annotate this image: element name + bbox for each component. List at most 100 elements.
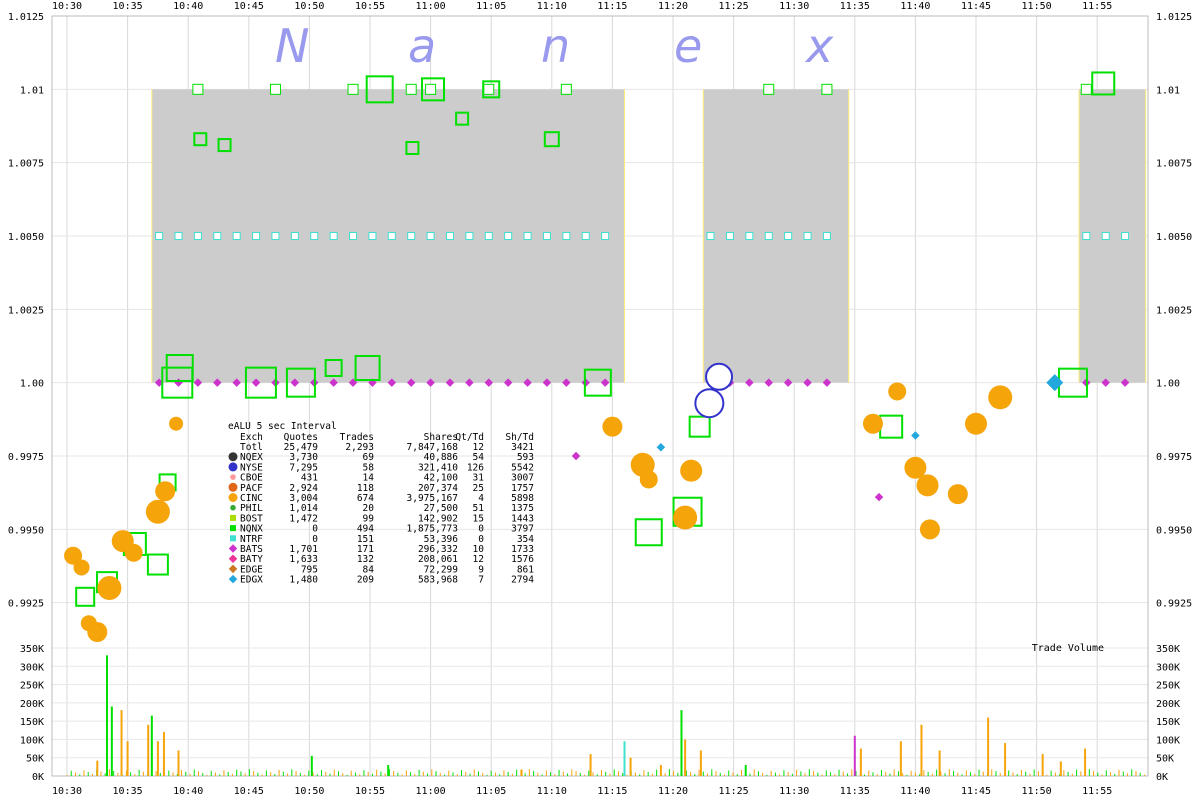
- ask-row-marker: [405, 83, 417, 95]
- quote-box: [324, 359, 343, 377]
- legend-cell: 1443: [511, 513, 534, 524]
- x-tick-label-bottom: 11:15: [597, 786, 627, 797]
- volume-tick-left: 300K: [20, 662, 44, 673]
- mid-row-marker: [1101, 232, 1110, 240]
- x-tick-label-bottom: 11:35: [840, 786, 870, 797]
- legend-column-header: Exch: [240, 432, 263, 443]
- x-tick-label-top: 11:15: [597, 1, 627, 12]
- legend-cell: 1,480: [289, 575, 318, 586]
- legend-cell: 0: [312, 534, 318, 545]
- quote-box: [244, 366, 277, 399]
- x-tick-label-bottom: 10:45: [234, 786, 264, 797]
- bid-row-marker: [745, 378, 754, 387]
- x-tick-label-top: 11:05: [476, 1, 506, 12]
- trade-circle: [904, 456, 927, 479]
- trade-circle: [73, 559, 90, 576]
- mid-row-marker: [706, 232, 715, 240]
- legend-cell: 151: [357, 534, 374, 545]
- legend-cell: 431: [301, 473, 318, 484]
- trade-circle: [87, 622, 108, 642]
- mid-row-marker: [155, 232, 164, 240]
- y-tick-label-left: 1.0050: [8, 232, 44, 243]
- legend-cell: 0: [478, 524, 484, 535]
- ask-row-marker: [821, 83, 833, 95]
- y-tick-label-right: 1.0075: [1156, 159, 1192, 170]
- ask-row-marker: [192, 83, 204, 95]
- ask-row-marker: [483, 83, 495, 95]
- volume-panel-label: Trade Volume: [1032, 643, 1104, 654]
- axes: 10:30 10:30 10:35 10:35 10:40 10:40 10:45 10:45…: [8, 1, 1192, 797]
- volume-tick-right: 300K: [1156, 662, 1180, 673]
- legend-cell: 58: [363, 462, 375, 473]
- legend-swatch: [228, 574, 238, 584]
- bid-row-marker: [232, 378, 241, 387]
- legend-cell: 3421: [511, 442, 534, 453]
- bid-row-marker: [406, 378, 416, 387]
- ask-row-marker: [1080, 83, 1092, 95]
- legend-cell: Totl: [240, 442, 263, 453]
- mid-row-marker: [803, 232, 812, 240]
- bid-row-marker: [445, 378, 455, 387]
- y-tick-label-left: 0.9950: [8, 525, 44, 536]
- mid-row-marker: [562, 232, 571, 240]
- mid-row-marker: [504, 232, 513, 240]
- mid-row-marker: [252, 232, 261, 240]
- legend-cell: PACF: [240, 483, 263, 494]
- legend-cell: 53,396: [424, 534, 459, 545]
- trade-circle: [124, 543, 143, 562]
- x-tick-label-bottom: 10:40: [173, 786, 203, 797]
- mid-row-marker: [542, 232, 551, 240]
- ask-row-marker: [347, 83, 359, 95]
- trade-diamond: [911, 431, 920, 440]
- legend-cell: 72,299: [424, 564, 459, 575]
- y-tick-label-left: 1.01: [20, 85, 44, 96]
- quote-box: [365, 75, 394, 104]
- quote-box: [543, 131, 560, 148]
- bid-row-marker: [1120, 378, 1130, 387]
- volume-tick-right: 0K: [1156, 772, 1168, 783]
- legend-cell: CINC: [240, 493, 263, 504]
- quote-box: [421, 77, 446, 102]
- legend-cell: 171: [357, 544, 374, 555]
- mid-row-marker: [601, 232, 610, 240]
- trade-circle: [673, 505, 698, 530]
- legend-cell: 209: [357, 575, 374, 586]
- mid-row-marker: [387, 232, 396, 240]
- volume-tick-left: 250K: [20, 681, 44, 692]
- bid-row-marker: [465, 378, 474, 387]
- volume-tick-right: 100K: [1156, 735, 1180, 746]
- legend-swatch: [228, 452, 238, 462]
- x-tick-label-bottom: 11:05: [476, 786, 506, 797]
- legend-cell: 207,374: [418, 483, 458, 494]
- legend-cell: 3797: [511, 524, 534, 535]
- y-tick-label-left: 1.0125: [8, 12, 44, 23]
- bid-row-marker: [783, 378, 793, 387]
- legend-swatch: [230, 514, 236, 521]
- bid-row-marker: [484, 378, 494, 387]
- bid-row-marker: [503, 378, 513, 387]
- trade-circle: [64, 546, 83, 565]
- legend-cell: 126: [467, 462, 484, 473]
- legend-cell: 7,295: [289, 462, 318, 473]
- mid-row-marker: [349, 232, 358, 240]
- volume-tick-right: 250K: [1156, 681, 1180, 692]
- legend-swatch: [228, 482, 238, 492]
- y-tick-label-right: 1.0125: [1156, 12, 1192, 23]
- trade-circle: [155, 481, 176, 502]
- mid-row-marker: [581, 232, 590, 240]
- volume-tick-right: 350K: [1156, 644, 1180, 655]
- band-markers: [154, 83, 1130, 387]
- bid-row-marker: [600, 378, 610, 387]
- legend-cell: 132: [357, 554, 374, 565]
- y-tick-label-right: 0.9975: [1156, 452, 1192, 463]
- trade-circle: [988, 385, 1013, 410]
- quote-box: [634, 518, 663, 547]
- legend-column-header: Sh/Td: [505, 432, 534, 443]
- legend-cell: 118: [357, 483, 374, 494]
- ask-row-marker: [269, 83, 281, 95]
- trade-circle: [639, 470, 658, 489]
- bid-row-marker: [1101, 378, 1110, 387]
- legend-cell: 1576: [511, 554, 534, 565]
- trade-circle: [862, 413, 883, 434]
